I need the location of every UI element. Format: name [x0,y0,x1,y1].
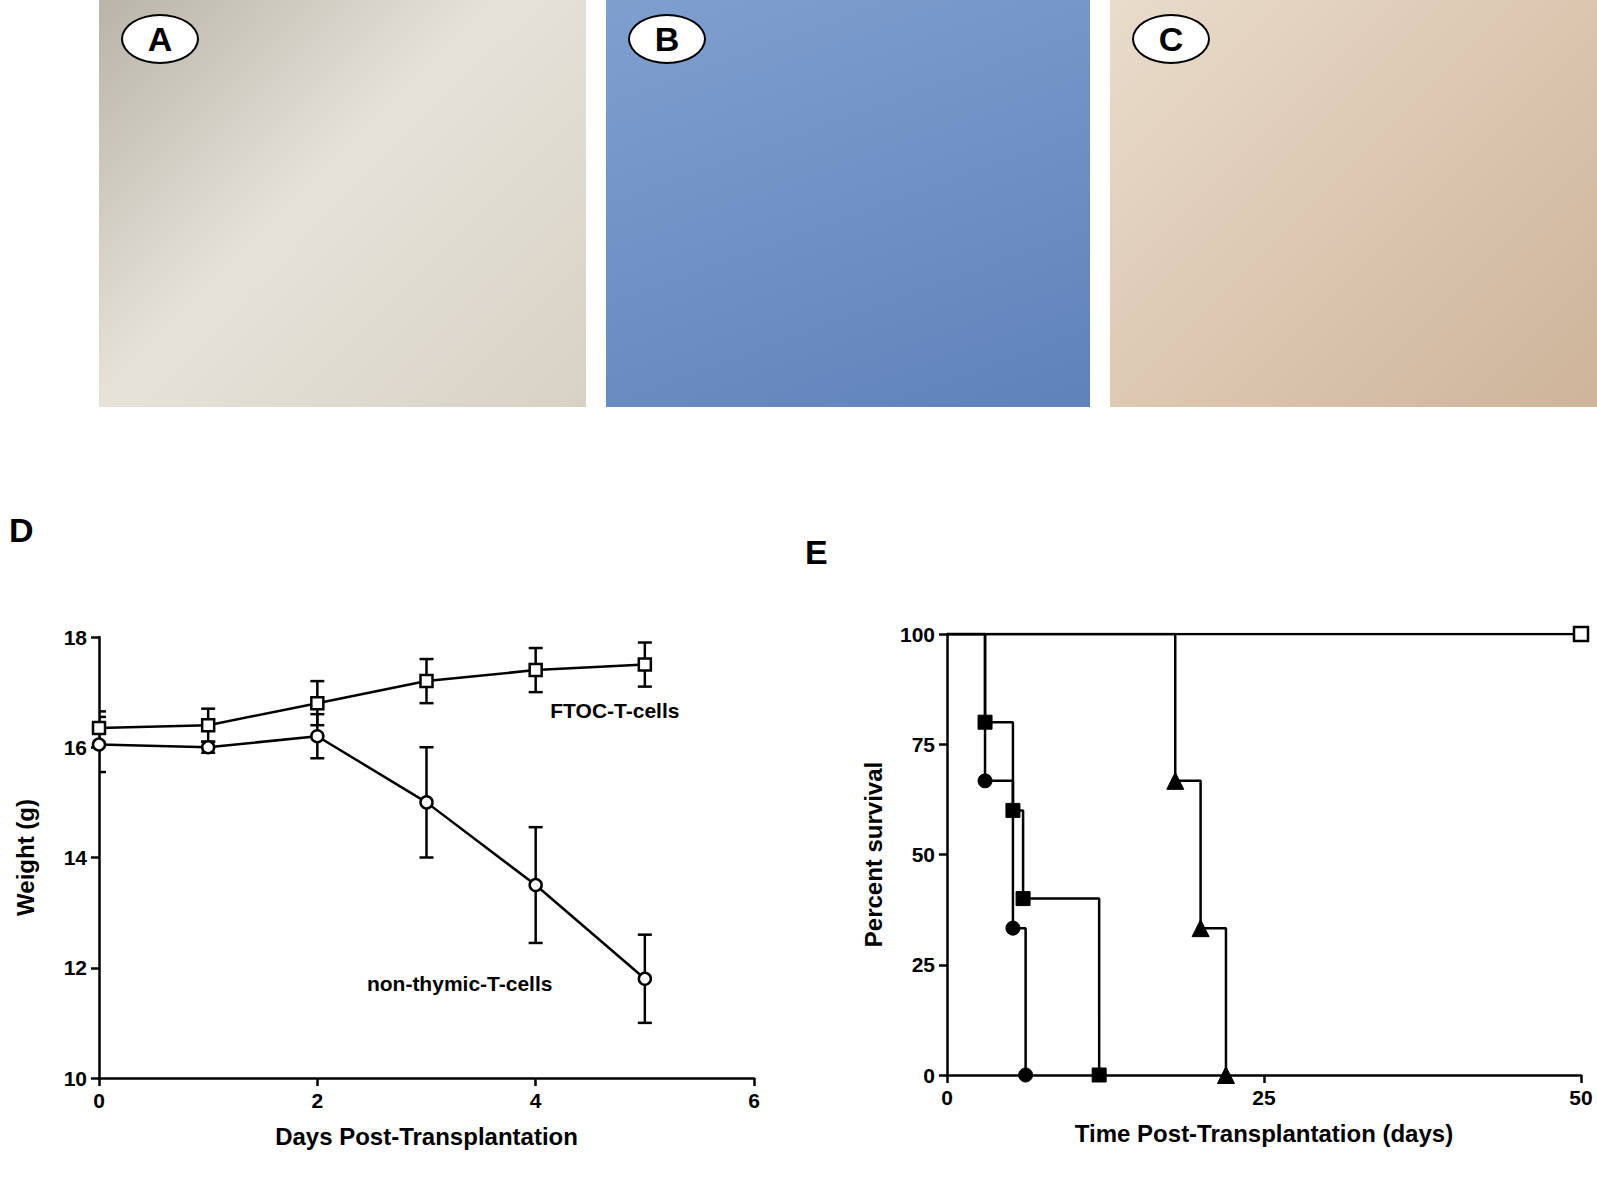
svg-text:non-thymic-T-cells: non-thymic-T-cells [367,972,553,995]
svg-text:16: 16 [64,736,87,759]
svg-text:18: 18 [64,626,88,649]
svg-text:Time Post-Transplantation (day: Time Post-Transplantation (days) [1075,1120,1453,1147]
svg-text:14: 14 [64,846,88,869]
html-text:C: C [1158,20,1184,58]
svg-text:E: E [805,533,828,571]
html-text:B: B [654,20,680,58]
svg-text:0: 0 [923,1064,935,1087]
svg-text:4: 4 [530,1089,542,1112]
svg-text:Percent survival: Percent survival [860,762,887,947]
svg-text:12: 12 [64,956,87,979]
svg-text:100: 100 [900,623,935,646]
svg-text:6: 6 [748,1089,760,1112]
svg-text:25: 25 [912,953,936,976]
svg-text:25: 25 [1252,1086,1276,1109]
svg-text:FTOC-T-cells: FTOC-T-cells [550,699,679,722]
svg-text:Weight (g): Weight (g) [12,799,39,916]
svg-text:75: 75 [912,733,936,756]
svg-text:10: 10 [64,1067,87,1090]
svg-text:0: 0 [941,1086,953,1109]
svg-text:50: 50 [1569,1086,1592,1109]
svg-text:2: 2 [311,1089,323,1112]
svg-text:50: 50 [912,843,935,866]
svg-text:Days Post-Transplantation: Days Post-Transplantation [275,1123,578,1150]
svg-text:0: 0 [93,1089,105,1112]
svg-text:D: D [9,511,34,549]
html-text:A: A [147,20,173,58]
